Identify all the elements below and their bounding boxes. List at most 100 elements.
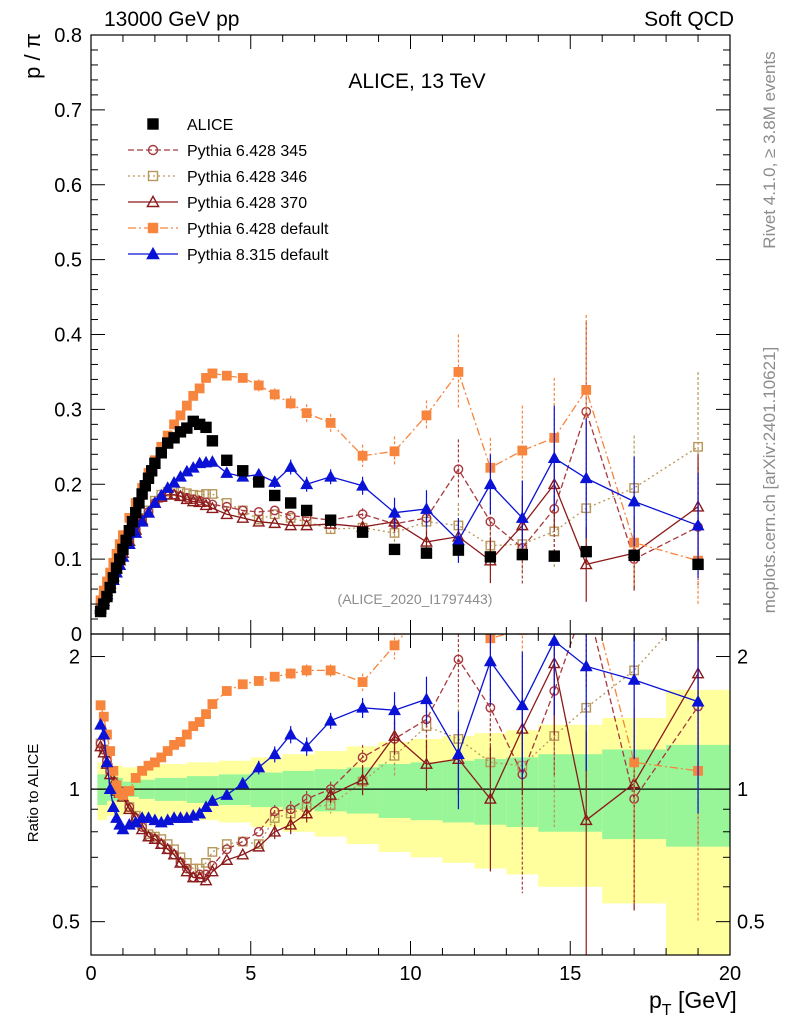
ratio-py370-point — [220, 853, 234, 865]
main-py370-point — [161, 488, 175, 500]
ratio-py370-point — [148, 832, 162, 844]
main-py6def-point — [285, 398, 296, 409]
legend-marker-alice — [147, 118, 159, 130]
ratio-py8-point — [193, 806, 207, 819]
band-inner-bin — [97, 774, 107, 806]
ratio-py370-point — [167, 847, 181, 860]
ratio-py8-point — [142, 811, 155, 823]
ratio-y-tick-label-left: 2 — [69, 647, 80, 669]
ratio-py6def-point — [269, 671, 280, 682]
main-py8-point — [547, 451, 561, 463]
main-py370-point — [174, 489, 187, 502]
y-tick-label: 0.7 — [54, 100, 82, 122]
legend-label-py8: Pythia 8.315 default — [187, 247, 329, 264]
main-alice-point — [114, 553, 126, 565]
main-alice-point — [130, 507, 142, 519]
category-label: Soft QCD — [644, 8, 734, 31]
ratio-py346-point — [253, 839, 264, 850]
process-label: 13000 GeV pp — [104, 8, 240, 31]
main-py346-point — [207, 489, 218, 499]
x-axis-label-unit: [GeV] — [672, 987, 737, 1013]
ratio-py370-point — [236, 847, 250, 860]
main-py345-point — [357, 509, 368, 520]
ratio-py6def-point — [149, 757, 160, 768]
ratio-py8-point — [199, 800, 213, 813]
ratio-py6def-point — [194, 717, 205, 727]
ratio-py346-point — [201, 857, 211, 868]
main-alice-point — [284, 497, 297, 509]
ratio-py370-point — [180, 864, 194, 877]
legend-label-alice: ALICE — [187, 117, 233, 134]
x-axis-label-subscript: T — [662, 1002, 672, 1019]
ratio-py8-point — [205, 794, 219, 806]
y-tick-label: 0.2 — [54, 474, 82, 496]
ratio-py8-point — [94, 718, 108, 730]
ratio-py6def-point — [156, 752, 167, 763]
main-alice-point — [200, 421, 212, 434]
main-py8-point — [579, 471, 593, 484]
main-panel-series — [94, 315, 705, 618]
main-py8-point — [167, 476, 181, 488]
ratio-py370-point — [252, 839, 266, 852]
main-py8-point — [483, 477, 497, 490]
ratio-py6def-point — [629, 757, 640, 768]
ratio-py6def-point — [207, 699, 218, 709]
ratio-py6def-point — [237, 679, 248, 690]
ratio-y-tick-label-left: 1 — [69, 779, 80, 801]
ratio-py8-point — [579, 659, 593, 672]
ratio-py370-point — [284, 818, 298, 830]
ratio-py345-point — [194, 869, 205, 880]
ratio-py370-point — [186, 870, 200, 883]
main-alice-point — [484, 551, 497, 563]
main-py8-point — [691, 518, 705, 531]
y-tick-label: 0.3 — [54, 399, 82, 421]
ratio-py370-point — [420, 757, 433, 769]
ratio-py346-point — [269, 813, 280, 823]
ratio-py346-point — [221, 839, 232, 850]
main-py6def-point — [325, 417, 336, 428]
main-alice-point — [452, 544, 465, 556]
main-py6def-point — [207, 368, 218, 379]
y-tick-label: 0 — [71, 624, 82, 646]
main-alice-point — [168, 432, 180, 444]
main-py8-point — [515, 511, 529, 523]
main-py8-point — [154, 488, 168, 501]
main-py370-point — [268, 516, 282, 529]
main-py8-point — [420, 502, 433, 514]
main-py345-point — [453, 464, 464, 475]
ratio-py6def-point — [137, 765, 148, 776]
main-py370-point — [186, 494, 200, 507]
main-alice-point — [253, 476, 265, 488]
ratio-py370-point — [268, 825, 282, 837]
ratio-py345-point — [207, 860, 218, 871]
ratio-py8-point — [252, 760, 266, 773]
main-py8-point — [148, 496, 162, 508]
ratio-py8-point — [627, 673, 641, 685]
main-alice-point — [221, 454, 233, 466]
main-py6def-point — [269, 389, 280, 400]
main-py6def-point — [389, 446, 400, 457]
ratio-py6def-point — [95, 700, 106, 711]
legend-label-py370: Pythia 6.428 370 — [187, 195, 307, 212]
main-py6def-point — [194, 383, 205, 394]
main-py8-point — [300, 477, 314, 490]
main-py8-point — [268, 475, 282, 487]
main-py6def-point — [581, 385, 592, 395]
main-alice-point — [206, 435, 219, 447]
ratio-py345-point — [253, 826, 264, 837]
y-tick-label: 0.6 — [54, 175, 82, 197]
ratio-py8-point — [388, 703, 401, 716]
main-alice-point — [420, 547, 433, 559]
main-py370-point — [284, 518, 298, 531]
ratio-py6def-point — [175, 736, 186, 747]
ratio-py8-point — [220, 788, 234, 800]
x-axis-label-main: p — [649, 987, 662, 1013]
main-alice-point — [120, 534, 132, 547]
ratio-py370-point — [122, 802, 136, 815]
ratio-py345-point — [221, 844, 232, 855]
main-alice-point — [516, 548, 529, 561]
ratio-py6def-point — [357, 677, 368, 687]
legend-label-py6def: Pythia 6.428 default — [187, 221, 329, 238]
main-py6def-point — [453, 367, 464, 377]
ratio-py6def-point — [105, 746, 116, 756]
